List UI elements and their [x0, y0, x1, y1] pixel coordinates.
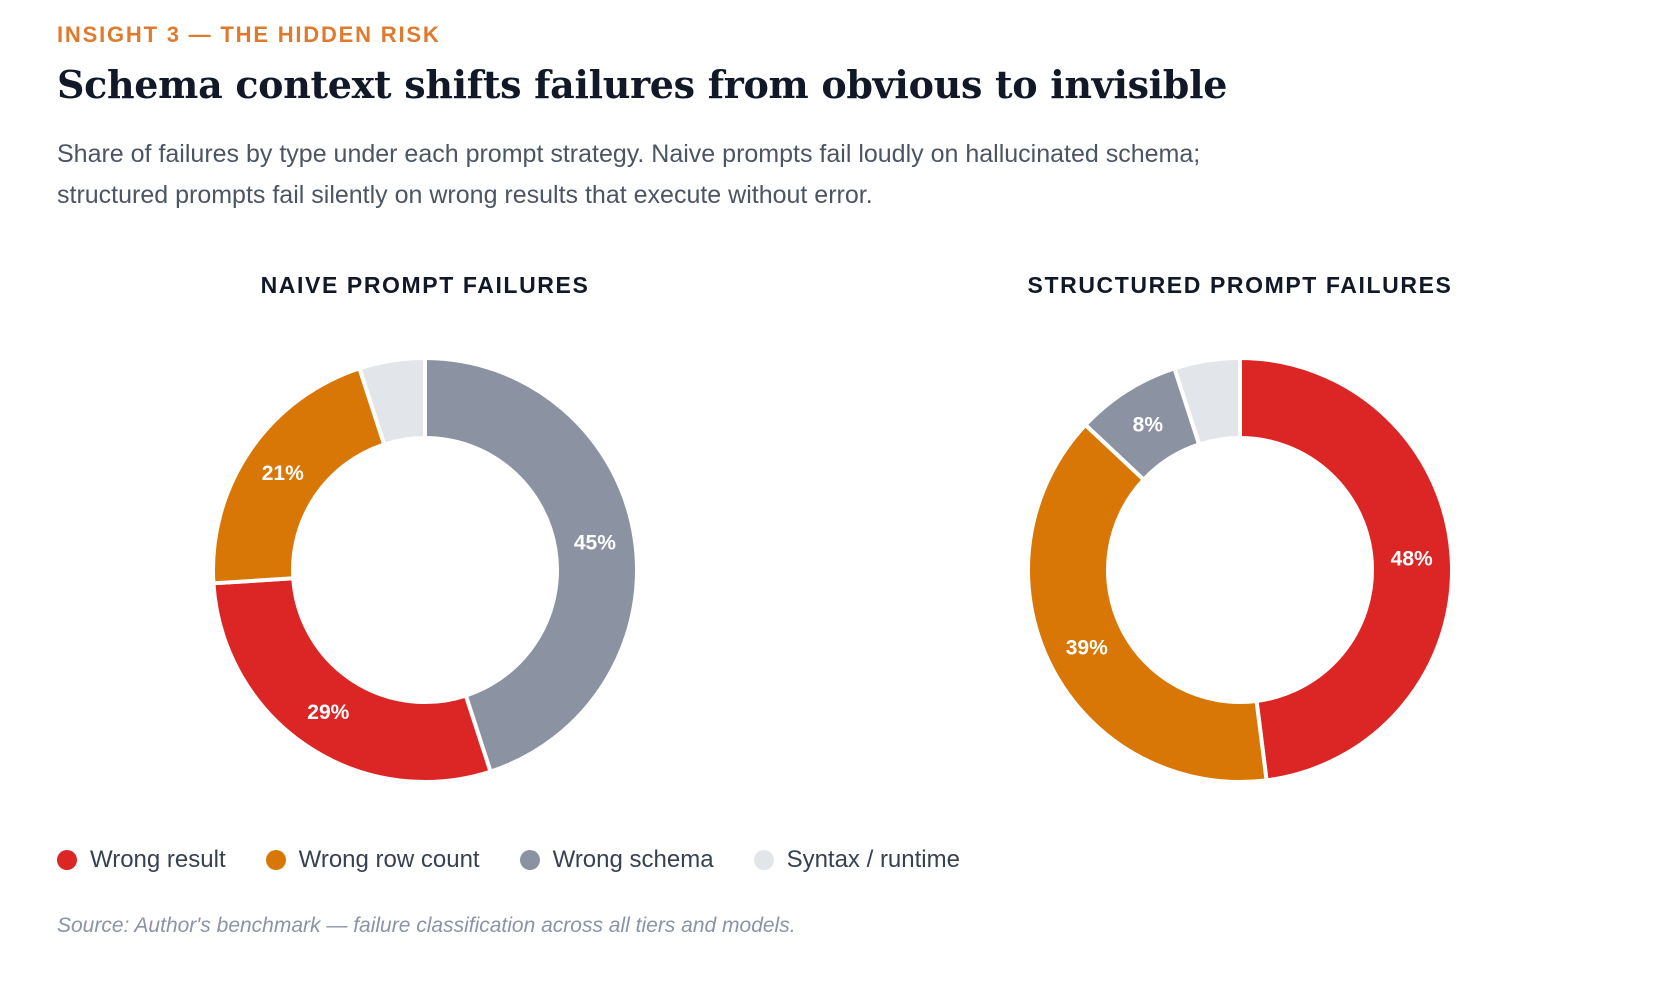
legend-item-wrong-row-count: Wrong row count: [265, 846, 480, 874]
chart-subtitle: Share of failures by type under each pro…: [57, 134, 1417, 216]
legend-swatch: [753, 850, 774, 870]
subtitle-line-2: structured prompts fail silently on wron…: [57, 181, 873, 209]
slice-label-wrong-result: 29%: [307, 701, 349, 724]
slice-label-wrong-row-count: 39%: [1066, 637, 1108, 660]
slice-label-wrong-schema: 45%: [574, 532, 616, 555]
legend-label: Syntax / runtime: [786, 846, 960, 873]
subtitle-line-1: Share of failures by type under each pro…: [57, 140, 1201, 168]
naive-chart-title: NAIVE PROMPT FAILURES: [260, 272, 590, 298]
slice-wrong-result: [211, 576, 493, 784]
legend-item-wrong-result: Wrong result: [57, 846, 226, 874]
structured-chart-title: STRUCTURED PROMPT FAILURES: [1027, 272, 1453, 298]
slice-label-wrong-result: 48%: [1391, 548, 1433, 571]
legend-label: Wrong schema: [552, 846, 714, 873]
slice-wrong-row-count: [1026, 422, 1269, 784]
legend-item-syntax-runtime: Syntax / runtime: [753, 846, 960, 874]
slice-syntax-runtime: [1172, 356, 1242, 447]
legend-label: Wrong row count: [298, 846, 480, 873]
slice-wrong-row-count: [211, 366, 387, 586]
naive-donut-chart: 45% 29% 21%: [211, 356, 639, 784]
legend-swatch: [265, 850, 286, 870]
slice-wrong-schema: [423, 356, 639, 774]
eyebrow-label: INSIGHT 3 — THE HIDDEN RISK: [57, 22, 441, 47]
source-note: Source: Author's benchmark — failure cla…: [57, 914, 796, 937]
legend-swatch: [519, 850, 540, 870]
structured-donut-chart: 48% 39% 8%: [1026, 356, 1454, 784]
page-title: Schema context shifts failures from obvi…: [57, 62, 1228, 107]
legend-swatch: [57, 850, 77, 870]
slice-syntax-runtime: [357, 356, 427, 447]
slice-label-wrong-row-count: 21%: [262, 462, 304, 485]
chart-legend: Wrong result Wrong row count Wrong schem…: [57, 846, 960, 874]
slice-label-wrong-schema: 8%: [1133, 413, 1164, 436]
slice-wrong-result: [1238, 356, 1454, 783]
legend-item-wrong-schema: Wrong schema: [519, 846, 714, 874]
legend-label: Wrong result: [90, 846, 226, 873]
